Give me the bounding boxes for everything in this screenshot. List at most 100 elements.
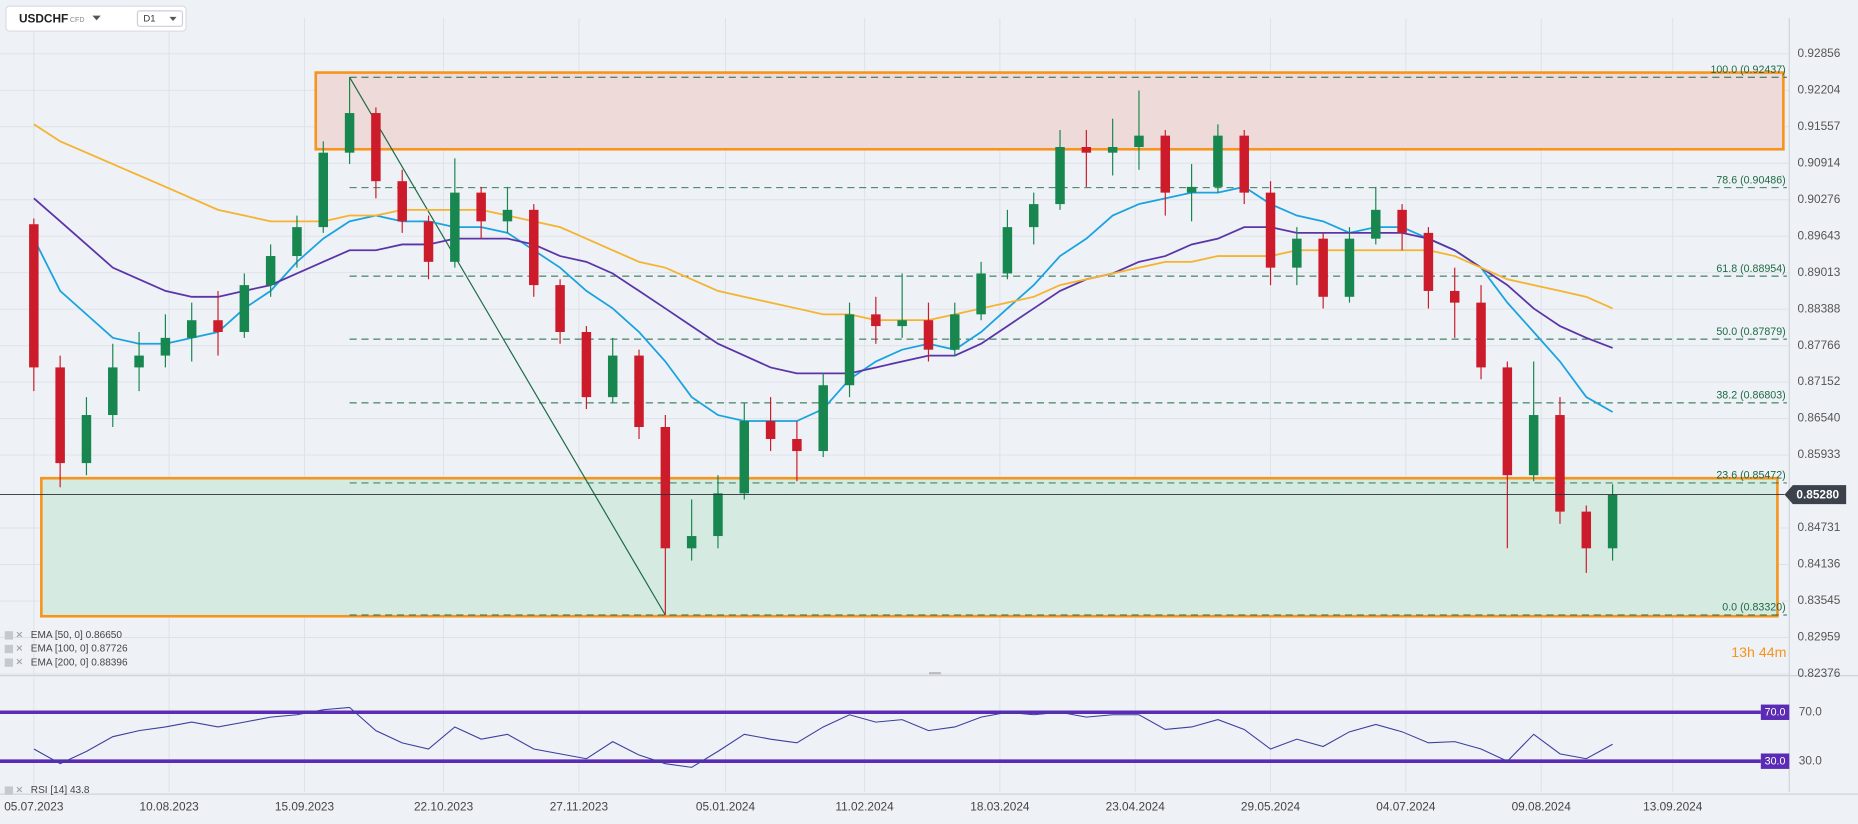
current-price-label: 0.85280	[1796, 487, 1839, 501]
candle-body	[160, 337, 171, 356]
candle-body	[1528, 415, 1539, 476]
fib-label: 100.0 (0.92437)	[1710, 64, 1785, 76]
candle-body	[1344, 238, 1355, 297]
y-tick-label: 0.92204	[1798, 82, 1841, 96]
symbol[interactable]: USDCHF	[19, 11, 68, 25]
candle-body	[318, 152, 329, 228]
fib-label: 50.0 (0.87879)	[1716, 326, 1785, 338]
y-tick-label: 0.84136	[1798, 557, 1841, 571]
timeframe[interactable]: D1	[143, 14, 155, 25]
y-tick-label: 0.82376	[1798, 666, 1841, 680]
candle-body	[265, 256, 276, 286]
instrument-selector[interactable]: USDCHF CFD D1	[5, 5, 187, 32]
y-tick-label: 0.91557	[1798, 119, 1841, 133]
candle-body	[844, 314, 855, 386]
x-tick-label: 18.03.2024	[970, 799, 1030, 813]
x-tick-label: 23.04.2024	[1106, 799, 1166, 813]
candle-body	[1371, 209, 1381, 239]
candle-countdown: 13h 44m	[1731, 645, 1786, 661]
candle-body	[818, 385, 828, 452]
legend-icon	[4, 644, 14, 654]
candle-body	[1239, 135, 1249, 193]
y-tick-label: 30.0	[1799, 753, 1822, 767]
candle-body	[292, 227, 302, 257]
legend-remove: ✕	[15, 657, 23, 668]
x-tick-label: 11.02.2024	[835, 799, 894, 813]
candle-body	[1318, 238, 1328, 297]
candle-body	[55, 367, 65, 464]
x-tick-label: 05.01.2024	[696, 799, 756, 813]
candle-body	[1107, 146, 1118, 153]
rsi-line	[33, 706, 1613, 768]
dropdown-arrow[interactable]	[92, 15, 101, 21]
candle-body	[1028, 204, 1039, 228]
rsi-level-label: 30.0	[1765, 756, 1786, 768]
x-tick-label: 27.11.2023	[550, 799, 609, 813]
x-tick-label: 09.08.2024	[1512, 799, 1572, 813]
candle-body	[897, 320, 907, 327]
candle-body	[1081, 146, 1092, 153]
y-tick-label: 0.90914	[1798, 155, 1841, 169]
current-price-tag	[1784, 485, 1847, 505]
candle-body	[397, 181, 407, 222]
y-tick-label: 0.86540	[1798, 411, 1841, 425]
legend-icon	[4, 631, 14, 640]
fib-trendline	[349, 76, 666, 616]
candle-body	[1607, 494, 1618, 549]
legend-icon	[4, 786, 14, 795]
fib-label: 61.8 (0.88954)	[1716, 263, 1785, 275]
candle-body	[108, 367, 118, 416]
candle-body	[739, 421, 750, 494]
panel-resize-handle[interactable]	[929, 672, 941, 675]
y-tick-label: 0.92856	[1798, 46, 1841, 60]
candle-body	[607, 355, 618, 398]
legend-entry: EMA [50, 0] 0.86650	[31, 630, 123, 641]
candle-body	[1002, 227, 1013, 274]
candle-body	[1213, 135, 1223, 187]
candle-body	[660, 427, 671, 549]
candle-body	[134, 355, 144, 368]
dropdown-arrow[interactable]	[169, 16, 177, 21]
x-tick-label: 10.08.2023	[140, 799, 200, 813]
x-tick-label: 04.07.2024	[1376, 799, 1436, 813]
candle-body	[529, 209, 539, 286]
rsi-level-label: 70.0	[1765, 707, 1786, 719]
candle-body	[371, 113, 381, 182]
x-tick-label: 13.09.2024	[1643, 799, 1703, 813]
candle-body	[450, 192, 460, 262]
candle-body	[239, 285, 250, 332]
fib-label: 0.0 (0.83320)	[1722, 602, 1785, 614]
candle-body	[29, 224, 39, 368]
candle-body	[871, 314, 881, 327]
candle-body	[792, 439, 802, 452]
instrument-type: CFD	[70, 16, 85, 24]
y-tick-label: 0.82959	[1798, 630, 1841, 644]
candle-body	[1055, 146, 1065, 205]
y-tick-label: 0.89643	[1798, 228, 1841, 242]
candle-body	[581, 331, 592, 398]
y-tick-label: 0.84731	[1798, 520, 1841, 534]
rsi-level-tag	[1760, 704, 1790, 720]
y-tick-label: 0.88388	[1798, 301, 1841, 315]
x-tick-label: 15.09.2023	[275, 799, 335, 813]
candle-body	[976, 273, 986, 315]
x-tick-label: 05.07.2023	[4, 799, 64, 813]
timeframe-box[interactable]	[136, 10, 184, 27]
candle-body	[423, 221, 434, 262]
y-tick-label: 0.87152	[1798, 374, 1841, 388]
candle-body	[81, 415, 92, 464]
candle-body	[713, 493, 723, 537]
y-tick-label: 70.0	[1799, 704, 1822, 718]
candle-body	[1555, 415, 1565, 512]
zone	[314, 71, 1785, 151]
candle-body	[476, 192, 486, 222]
y-tick-label: 0.85933	[1798, 447, 1841, 461]
candle-body	[1502, 367, 1513, 476]
candle-body	[1134, 135, 1144, 147]
candle-body	[686, 536, 697, 549]
legend-remove: ✕	[15, 630, 23, 641]
candle-body	[186, 320, 197, 338]
legend-entry: RSI [14] 43.8	[31, 785, 90, 796]
plot-area: 100.0 (0.92437) 78.6 (0.90486) 61.8 (0.889…	[0, 18, 1858, 795]
candle-body	[1186, 186, 1197, 193]
